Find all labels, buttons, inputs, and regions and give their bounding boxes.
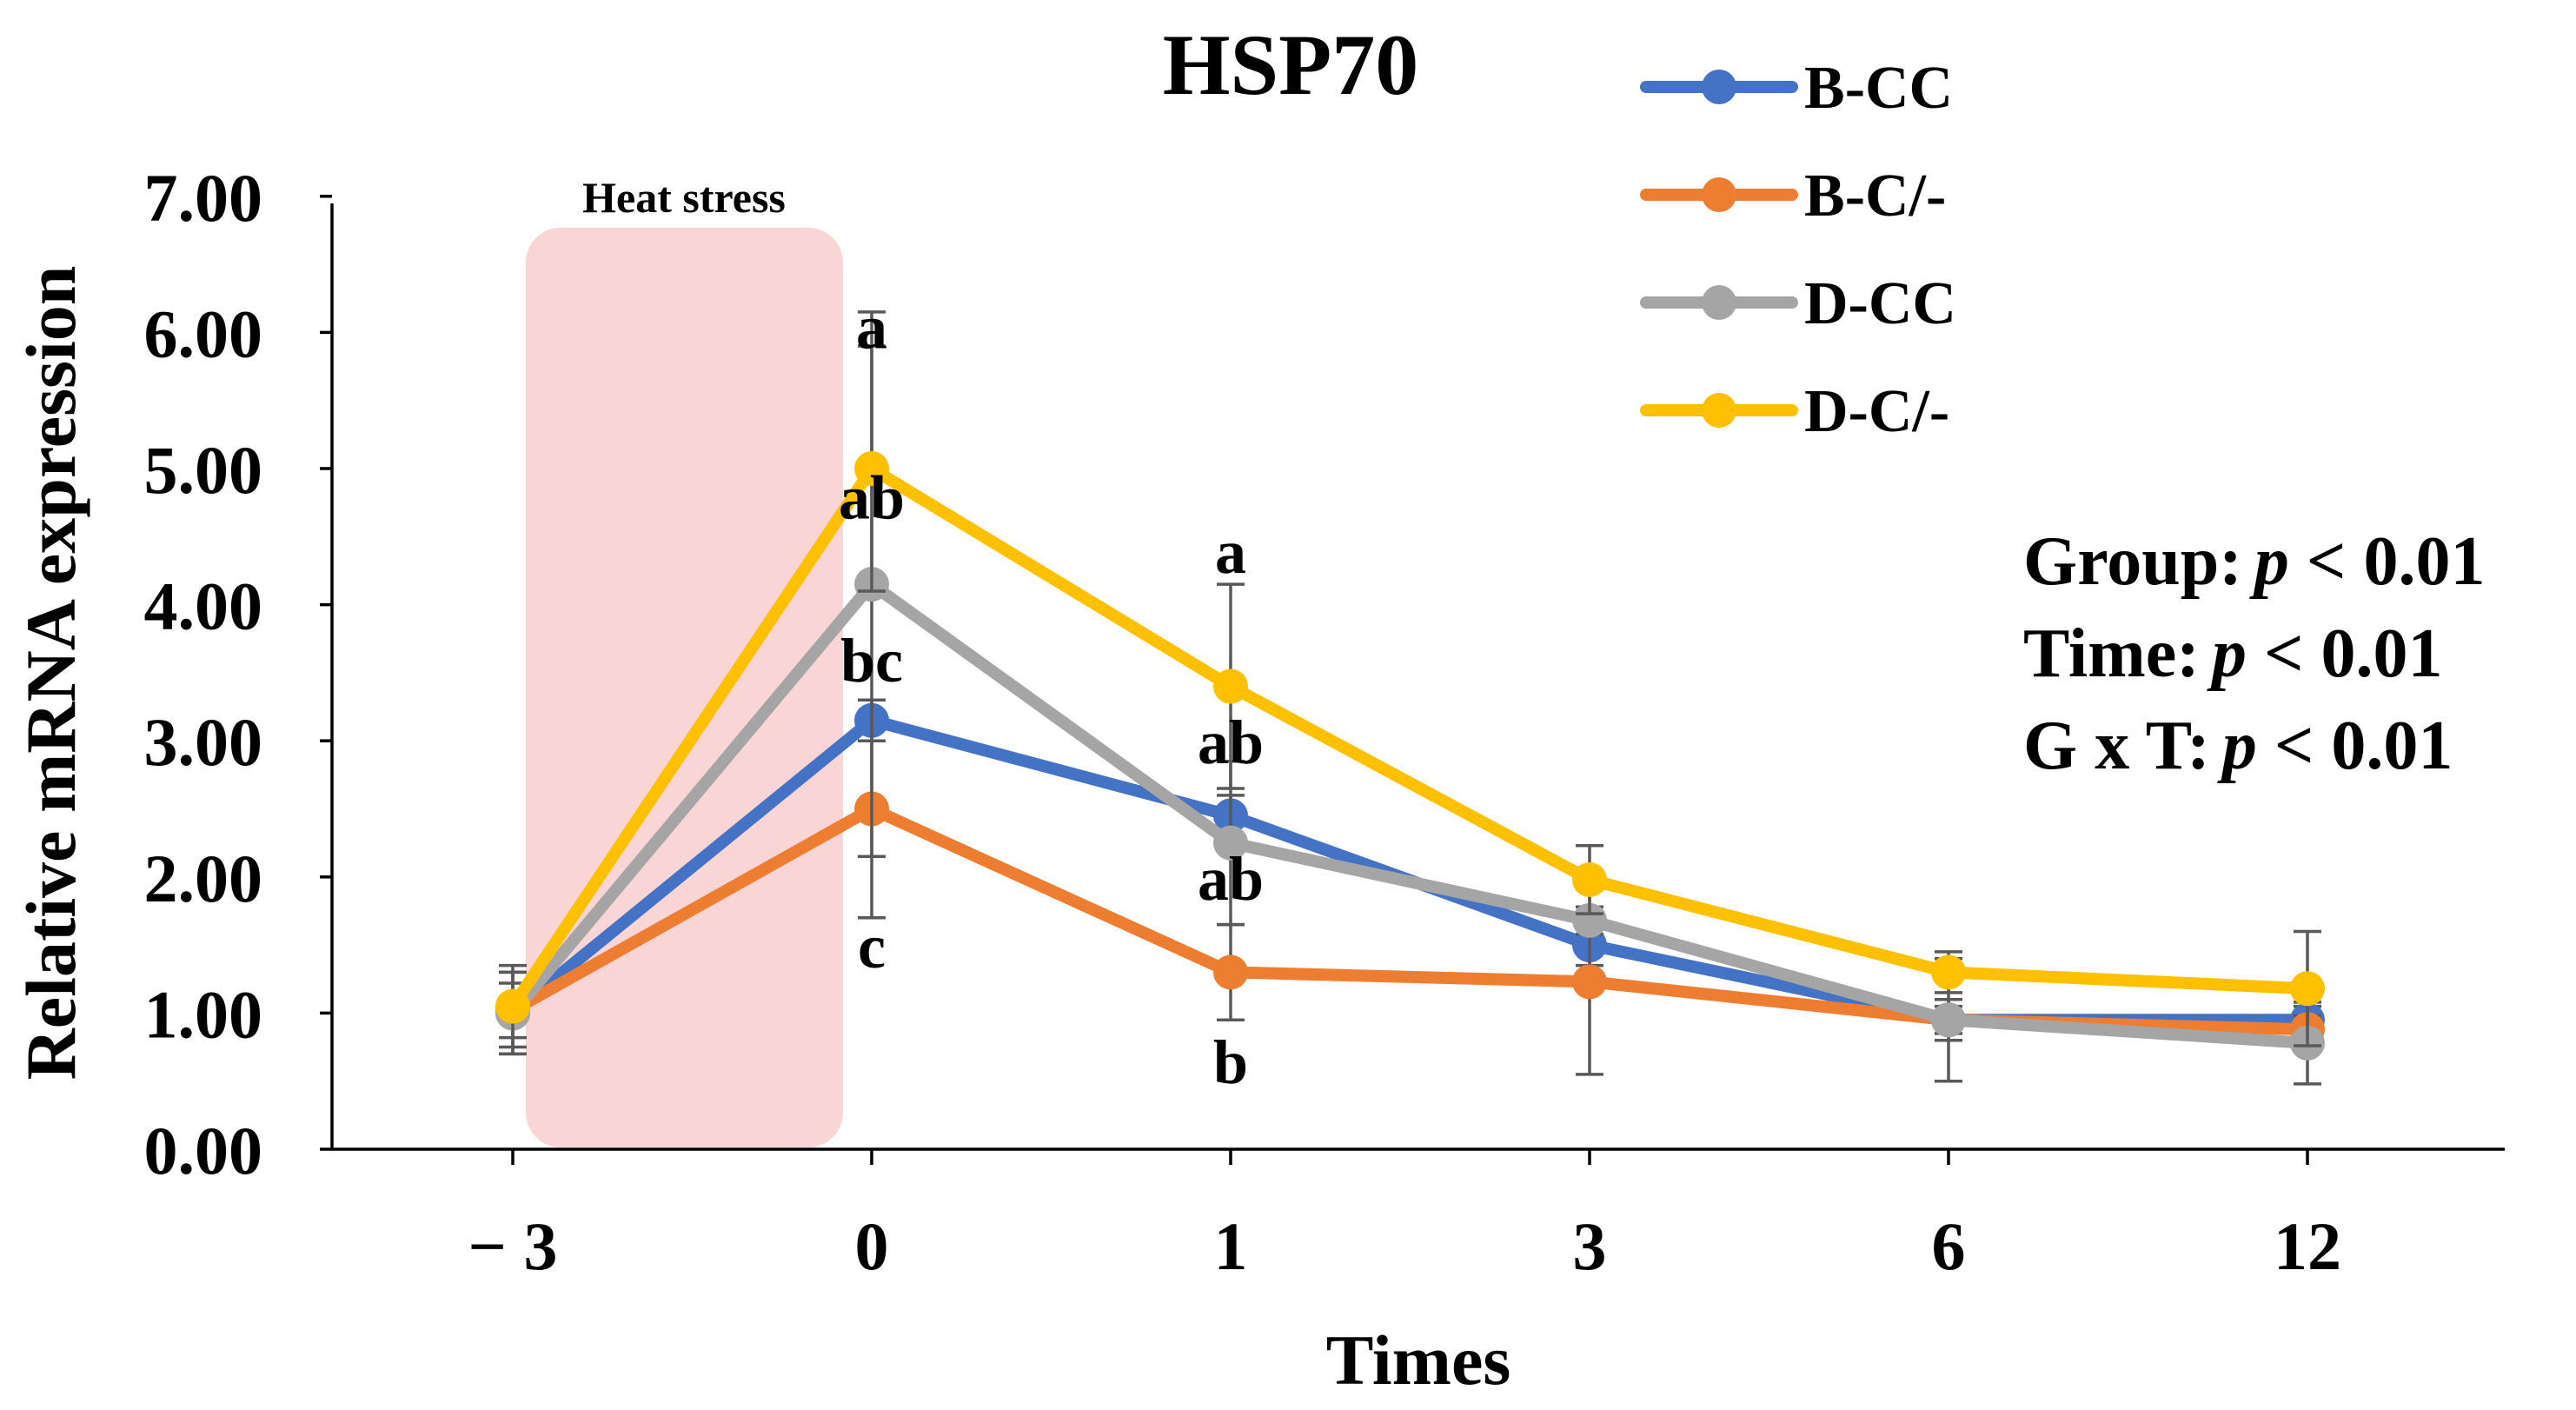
significance-letter: bc <box>840 626 903 695</box>
significance-letter: c <box>858 912 886 981</box>
y-tick-label: 6.00 <box>144 296 263 371</box>
chart-title: HSP70 <box>1163 17 1418 113</box>
x-tick-label: 3 <box>1573 1208 1607 1284</box>
y-tick-label: 1.00 <box>144 976 263 1052</box>
legend-label: B-CC <box>1804 55 1953 122</box>
y-axis-label: Relative mRNA expression <box>11 266 90 1081</box>
x-tick-label: 0 <box>855 1208 889 1284</box>
data-point <box>854 451 889 486</box>
data-point <box>1572 902 1607 938</box>
data-point <box>1213 825 1248 861</box>
stats-line: Time: p < 0.01 <box>2023 615 2443 692</box>
data-point <box>2290 971 2325 1007</box>
significance-letter: ab <box>839 462 905 532</box>
heat-stress-region <box>526 228 843 1147</box>
y-tick-label: 7.00 <box>144 160 263 236</box>
series-d-c- <box>495 344 2325 1049</box>
data-point <box>1213 954 1248 990</box>
series-line <box>507 462 2314 1013</box>
legend-swatch-marker <box>1702 177 1736 212</box>
y-tick-label: 2.00 <box>144 841 263 916</box>
stats-label: Group: <box>2023 523 2242 600</box>
y-tick-label: 3.00 <box>144 704 263 780</box>
legend-label: D-C/- <box>1804 378 1949 445</box>
y-tick-label: 4.00 <box>144 569 263 644</box>
stats-value: < 0.01 <box>2289 523 2486 600</box>
legend-swatch-marker <box>1702 285 1736 320</box>
data-point <box>1931 1002 1966 1038</box>
heat-stress-label: Heat stress <box>582 173 786 222</box>
data-point <box>1572 964 1607 1000</box>
legend-swatch-marker <box>1702 393 1736 428</box>
significance-letter: ab <box>1198 844 1264 914</box>
data-point <box>1572 861 1607 897</box>
stats-value: < 0.01 <box>2257 708 2453 784</box>
x-tick-label: 1 <box>1214 1208 1248 1284</box>
stats-p: p <box>2207 615 2247 692</box>
significance-letter: b <box>1213 1028 1248 1097</box>
stats-value: < 0.01 <box>2247 615 2443 692</box>
significance-letter: ab <box>1198 708 1264 777</box>
stats-p: p <box>2217 708 2257 784</box>
y-tick-label: 5.00 <box>144 432 263 508</box>
data-point <box>495 988 530 1024</box>
data-point <box>1931 954 1966 990</box>
stats-p: p <box>2249 523 2289 600</box>
legend-label: D-CC <box>1804 270 1956 337</box>
data-point <box>1213 668 1248 704</box>
x-tick-label: − 3 <box>468 1208 558 1284</box>
series-line <box>507 578 2314 1049</box>
x-axis-label: Times <box>1326 1320 1511 1400</box>
x-tick-label: 6 <box>1932 1208 1966 1284</box>
stats-line: Group: p < 0.01 <box>2023 523 2486 600</box>
significance-letter: a <box>1215 517 1246 587</box>
legend-swatch-marker <box>1702 70 1736 104</box>
stats-line: G x T: p < 0.01 <box>2023 708 2453 784</box>
legend-label: B-C/- <box>1804 163 1946 229</box>
stats-label: G x T: <box>2023 708 2210 784</box>
x-tick-label: 12 <box>2274 1208 2341 1284</box>
y-tick-label: 0.00 <box>144 1113 263 1188</box>
stats-label: Time: <box>2023 615 2200 692</box>
significance-letter: a <box>856 293 887 362</box>
